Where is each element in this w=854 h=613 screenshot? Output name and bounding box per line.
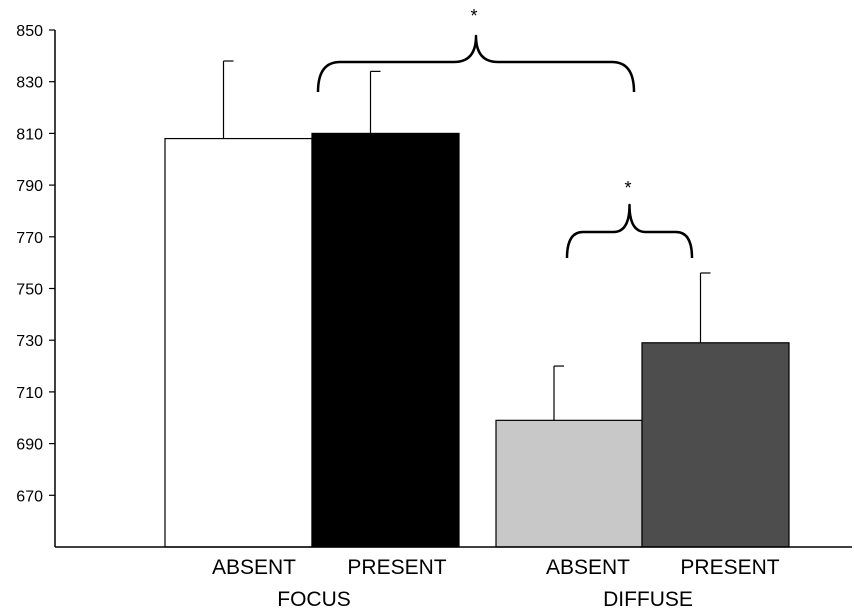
y-tick-label: 790 bbox=[16, 178, 43, 195]
y-tick-label: 730 bbox=[16, 333, 43, 350]
y-tick-label: 710 bbox=[16, 385, 43, 402]
category-label: ABSENT bbox=[212, 556, 296, 579]
error-bars bbox=[222, 60, 711, 421]
bar-diffuse-present bbox=[641, 342, 790, 548]
significance-brace bbox=[316, 34, 636, 93]
y-axis-ticks: 670 690 710 730 750 770 790 810 830 850 bbox=[16, 23, 55, 505]
y-tick-label: 830 bbox=[16, 75, 43, 92]
category-label: PRESENT bbox=[347, 556, 446, 579]
bar-diffuse-absent bbox=[495, 419, 643, 548]
y-tick-label: 750 bbox=[16, 282, 43, 299]
y-tick-label: 810 bbox=[16, 126, 43, 143]
group-label: DIFFUSE bbox=[603, 588, 693, 611]
bar-focus-present bbox=[311, 132, 460, 548]
category-label: ABSENT bbox=[546, 556, 630, 579]
y-tick-label: 690 bbox=[16, 437, 43, 454]
significance-asterisk: * bbox=[470, 6, 477, 26]
category-label: PRESENT bbox=[680, 556, 779, 579]
category-labels: ABSENT PRESENT ABSENT PRESENT bbox=[212, 556, 780, 579]
group-label: FOCUS bbox=[277, 588, 351, 611]
y-tick-label: 670 bbox=[16, 488, 43, 505]
y-tick-label: 770 bbox=[16, 230, 43, 247]
bar-focus-absent bbox=[164, 137, 313, 548]
bars bbox=[164, 132, 790, 548]
group-labels: FOCUS DIFFUSE bbox=[277, 588, 693, 611]
significance-asterisk: * bbox=[624, 178, 631, 198]
significance-markers: ** bbox=[316, 6, 694, 259]
significance-brace bbox=[565, 203, 694, 259]
y-tick-label: 850 bbox=[16, 23, 43, 40]
